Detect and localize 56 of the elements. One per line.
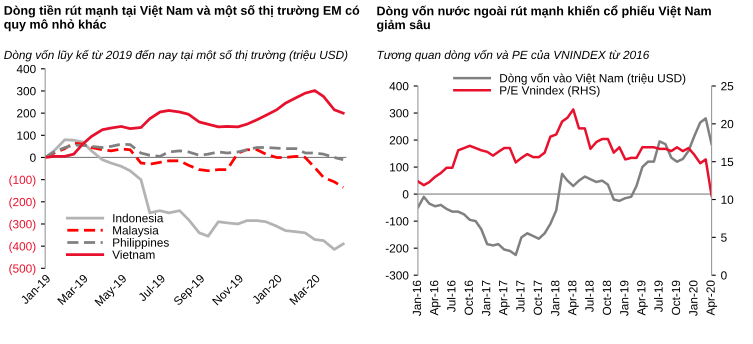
x-tick-label: Jan-18: [551, 280, 560, 316]
y-tick-label: (300): [9, 220, 36, 231]
y-tick-label: 300: [390, 109, 408, 118]
chart-subtitle: Dòng vốn lũy kế từ 2019 đến nay tại một số thị trường (triệu USD): [4, 50, 348, 62]
y-tick-label: 0: [402, 190, 408, 199]
y-tick-label: (200): [9, 198, 36, 209]
legend-label: Philippines: [113, 238, 169, 250]
y-tick-label: 0: [30, 154, 36, 162]
y2-tick-label: 5: [721, 234, 727, 242]
x-tick-label: Apr-16: [430, 280, 441, 316]
x-tick-label: Oct-19: [672, 280, 680, 315]
y-tick-label: 100: [390, 163, 408, 172]
y-tick-label: (500): [9, 264, 36, 276]
y-tick-label: 200: [390, 136, 408, 144]
y-tick-label: -100: [386, 217, 408, 226]
x-tick-label: Jan-17: [482, 280, 490, 316]
x-tick-label: Oct-17: [534, 280, 542, 315]
x-tick-label: Jul-17: [516, 280, 525, 312]
y-tick-label: 300: [16, 87, 36, 96]
chart-subtitle: Tương quan dòng vốn và PE của VNINDEX từ 2016: [378, 50, 650, 62]
x-tick-label: Apr-20: [706, 280, 718, 316]
y-tick-label: 100: [17, 131, 36, 140]
legend-label: P/E Vnindex (RHS): [500, 86, 600, 97]
y2-tick-label: 0: [721, 271, 727, 280]
legend-label: Dòng vốn vào Việt Nam (triệu USD): [500, 73, 686, 85]
x-tick-label: Apr-17: [499, 280, 510, 316]
y2-tick-label: 25: [721, 82, 734, 90]
y2-tick-label: 15: [722, 158, 734, 166]
y-tick-label: 400: [389, 82, 408, 90]
y-tick-label: -200: [386, 244, 408, 253]
y-tick-label: (400): [9, 242, 36, 253]
line-series: [45, 138, 345, 251]
legend-label: Indonesia: [113, 214, 164, 222]
x-tick-label: Oct-18: [602, 280, 612, 315]
line-series: [418, 108, 712, 197]
y-tick-label: -300: [386, 271, 408, 280]
legend-label: Malaysia: [113, 226, 159, 237]
x-tick-label: Jan-16: [412, 280, 422, 316]
y-tick-label: 400: [16, 64, 36, 74]
x-tick-label: Apr-18: [568, 280, 579, 316]
y-tick-label: (100): [9, 175, 36, 186]
x-tick-label: Oct-16: [464, 280, 473, 315]
line-series: [418, 117, 712, 256]
x-tick-label: Jul-16: [446, 280, 456, 312]
y2-tick-label: 10: [722, 196, 734, 204]
x-tick-label: Apr-19: [637, 280, 648, 316]
chart-title: Dòng vốn nước ngoài rút mạnh khiến cổ phiếu Việt Nam giảm sâu: [377, 5, 711, 32]
x-tick-label: Jan-19: [620, 280, 628, 316]
line-series: [45, 89, 345, 159]
chart-title: Dòng tiền rút mạnh tại Việt Nam và một số thị trường EM có quy mô nhỏ khác: [4, 5, 360, 32]
x-tick-label: Jul-19: [654, 280, 663, 312]
x-tick-label: Jul-18: [584, 280, 594, 312]
y-tick-label: 200: [17, 109, 36, 118]
x-tick-label: Jan-20: [689, 280, 698, 316]
legend-label: Vietnam: [112, 250, 155, 259]
y2-tick-label: 20: [721, 120, 734, 128]
